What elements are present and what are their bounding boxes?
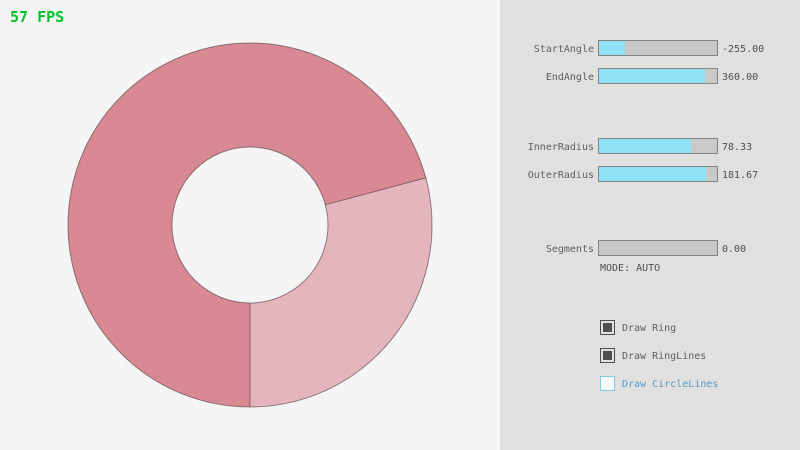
outerradius-slider[interactable] <box>598 166 718 182</box>
checkbox-label: Draw CircleLines <box>622 379 719 390</box>
ring-drawing <box>67 42 433 408</box>
control-panel: StartAngle -255.00 EndAngle 360.00 Inner… <box>500 0 800 450</box>
checkbox-draw-circlelines[interactable]: Draw CircleLines <box>600 376 800 392</box>
endangle-value: 360.00 <box>722 72 759 83</box>
slider-row-innerradius: InnerRadius 78.33 <box>500 138 800 154</box>
ring-inner-outline <box>171 146 329 304</box>
checkbox-label: Draw RingLines <box>622 351 707 362</box>
checkbox-label: Draw Ring <box>622 323 677 334</box>
slider-fill <box>599 69 706 83</box>
slider-row-segments: Segments 0.00 <box>500 240 800 256</box>
segments-label: Segments <box>545 244 594 255</box>
mode-indicator: MODE: AUTO <box>600 263 661 274</box>
segments-slider[interactable] <box>598 240 718 256</box>
startangle-value: -255.00 <box>722 44 765 55</box>
slider-fill <box>599 41 625 55</box>
slider-row-endangle: EndAngle 360.00 <box>500 68 800 84</box>
checkbox-box[interactable] <box>600 376 615 391</box>
outerradius-value: 181.67 <box>722 170 759 181</box>
slider-row-startangle: StartAngle -255.00 <box>500 40 800 56</box>
checkbox-draw-ring[interactable]: Draw Ring <box>600 320 800 336</box>
checkbox-box[interactable] <box>600 320 615 335</box>
innerradius-value: 78.33 <box>722 142 753 153</box>
slider-fill <box>599 139 692 153</box>
ring-startangle-line <box>325 177 426 206</box>
ring-outer-outline <box>67 42 433 408</box>
innerradius-slider[interactable] <box>598 138 718 154</box>
slider-fill <box>599 167 707 181</box>
checkbox-draw-ringlines[interactable]: Draw RingLines <box>600 348 800 364</box>
innerradius-label: InnerRadius <box>527 142 594 153</box>
startangle-slider[interactable] <box>598 40 718 56</box>
checkbox-box[interactable] <box>600 348 615 363</box>
endangle-label: EndAngle <box>545 72 594 83</box>
segments-value: 0.00 <box>722 244 747 255</box>
outerradius-label: OuterRadius <box>527 170 594 181</box>
endangle-slider[interactable] <box>598 68 718 84</box>
startangle-label: StartAngle <box>533 44 594 55</box>
slider-row-outerradius: OuterRadius 181.67 <box>500 166 800 182</box>
fps-counter: 57 FPS <box>10 8 65 26</box>
ring-light-segment <box>250 177 433 407</box>
